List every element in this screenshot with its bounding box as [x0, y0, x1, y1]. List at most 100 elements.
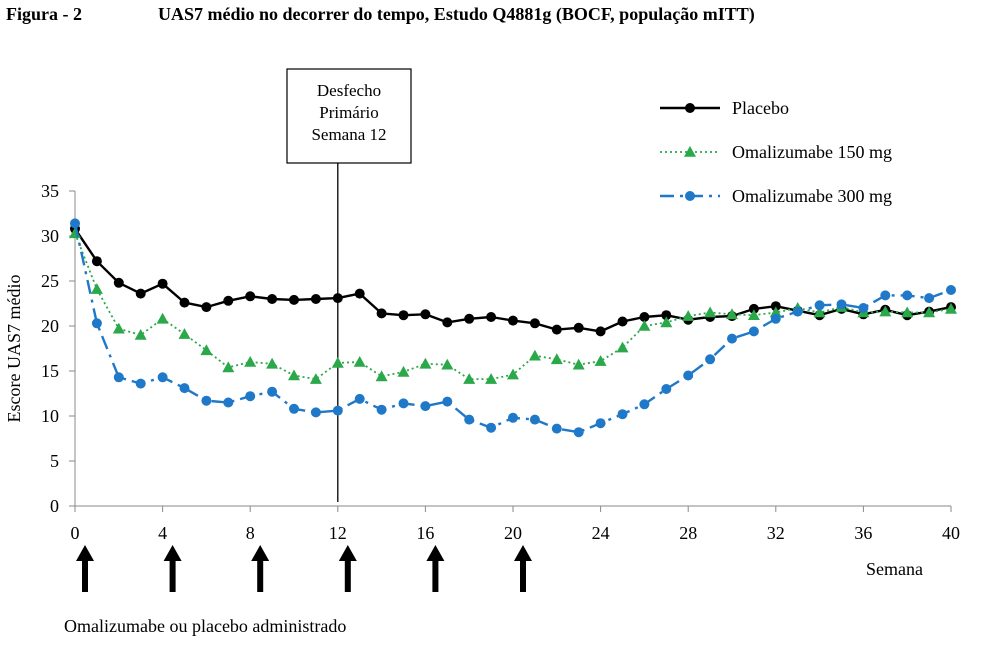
data-point [661, 310, 672, 321]
data-point [813, 306, 826, 318]
data-point [179, 297, 190, 308]
data-point [70, 218, 80, 229]
dosing-arrow-shaft [344, 558, 351, 592]
data-point [309, 373, 322, 384]
data-point [858, 303, 869, 313]
data-point [442, 396, 453, 407]
data-point [353, 356, 366, 367]
dosing-arrow-icon [76, 545, 94, 592]
y-tick-label: 0 [50, 496, 59, 516]
dosing-arrow-head [76, 545, 94, 561]
y-tick-label: 35 [41, 181, 59, 201]
data-point [683, 370, 694, 381]
dosing-arrow-icon [426, 545, 445, 592]
data-point [178, 328, 191, 339]
legend-swatch-marker [685, 191, 695, 201]
data-point [748, 326, 759, 337]
dosing-arrow-icon [338, 545, 357, 592]
data-point [638, 320, 651, 331]
data-point [419, 357, 432, 369]
data-point [463, 373, 476, 384]
data-point [441, 358, 454, 370]
dosing-arrow-shaft [520, 558, 526, 592]
x-tick-label: 40 [942, 523, 960, 543]
data-point [354, 393, 365, 404]
data-point [508, 315, 518, 326]
data-point [354, 288, 365, 299]
data-point [420, 309, 431, 320]
data-point [157, 278, 168, 289]
data-point [398, 310, 409, 321]
data-point [289, 294, 299, 305]
legend-swatch-marker [685, 103, 695, 113]
dosing-caption: Omalizumabe ou placebo administrado [64, 616, 347, 636]
dosing-arrow-icon [163, 545, 182, 592]
dosing-arrow-shaft [257, 558, 264, 592]
primary-endpoint-box [286, 68, 412, 164]
data-point [769, 306, 782, 318]
data-point [442, 317, 453, 328]
x-tick-label: 36 [854, 523, 872, 543]
dosing-arrow-icon [251, 545, 270, 592]
data-point [507, 368, 519, 380]
y-tick-label: 20 [41, 316, 59, 336]
legend-entry: Omalizumabe 300 mg [732, 186, 892, 206]
data-point [201, 395, 212, 406]
data-point [91, 256, 102, 267]
series-0 [70, 223, 956, 337]
data-point [529, 414, 540, 425]
primary-endpoint-text: Primário [319, 103, 379, 122]
data-point [113, 372, 124, 383]
data-point [945, 302, 957, 314]
data-point [705, 354, 716, 365]
legend-entry: Omalizumabe 150 mg [732, 142, 892, 162]
dosing-arrow-head [514, 545, 532, 561]
data-point [486, 312, 497, 322]
data-point [331, 356, 344, 368]
data-point [244, 356, 257, 367]
data-point [902, 290, 913, 301]
data-point [179, 383, 190, 394]
data-point [113, 277, 124, 288]
data-point [376, 308, 387, 319]
data-point [573, 427, 584, 438]
dosing-arrow-shaft [169, 558, 176, 592]
x-tick-label: 32 [767, 523, 785, 543]
data-point [375, 370, 388, 382]
data-point [222, 361, 235, 373]
data-point [748, 303, 759, 314]
data-point [266, 357, 279, 369]
x-tick-label: 12 [329, 523, 347, 543]
data-point [595, 326, 606, 337]
data-point [661, 384, 672, 394]
data-point [464, 313, 475, 324]
dosing-arrow-shaft [82, 558, 88, 592]
y-tick-label: 30 [41, 226, 59, 246]
data-point [508, 412, 518, 423]
figure-label: Figura - 2 [6, 4, 82, 24]
data-point [464, 414, 475, 425]
data-point [814, 300, 825, 311]
primary-endpoint-text: Semana 12 [311, 125, 386, 144]
x-tick-label: 24 [592, 523, 610, 543]
data-point [332, 405, 343, 416]
data-point [267, 294, 278, 304]
data-point [550, 353, 563, 365]
data-point [134, 329, 147, 340]
data-point [595, 418, 606, 429]
dosing-arrow-icon [514, 545, 532, 592]
data-point [660, 316, 673, 328]
x-tick-label: 16 [416, 523, 434, 543]
data-point [245, 291, 256, 302]
data-point [288, 369, 300, 381]
data-point [901, 306, 914, 318]
data-point [572, 358, 585, 370]
data-point [332, 293, 343, 304]
data-point [223, 397, 234, 408]
dosing-arrow-head [163, 545, 182, 561]
data-point [485, 373, 498, 384]
x-tick-label: 28 [679, 523, 697, 543]
data-point [201, 302, 212, 313]
data-point [420, 401, 431, 412]
data-point [836, 299, 847, 310]
